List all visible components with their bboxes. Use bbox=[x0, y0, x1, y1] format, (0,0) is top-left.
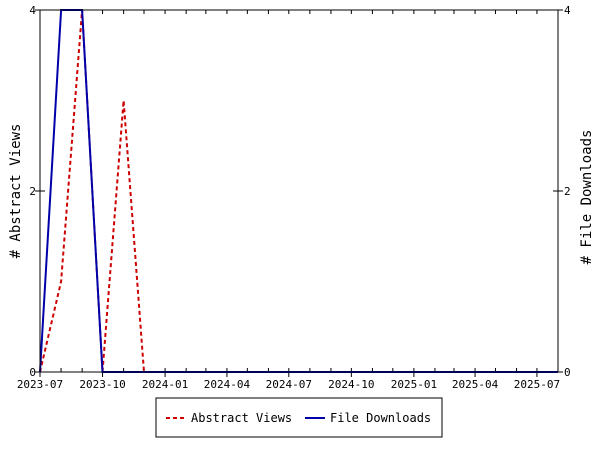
x-tick-label: 2023-07 bbox=[17, 378, 63, 391]
y-left-axis-title: # Abstract Views bbox=[8, 124, 24, 259]
y-right-axis-title: # File Downloads bbox=[579, 130, 595, 265]
series-lines bbox=[39, 9, 558, 373]
plot-area-frame bbox=[39, 9, 559, 373]
tick-labels: 2023-07 2023-10 2024-01 2024-04 2024-07 2024-… bbox=[17, 4, 571, 391]
x-tick-label: 2025-04 bbox=[452, 378, 499, 391]
tick-marks bbox=[35, 9, 563, 377]
x-tick-label: 2025-07 bbox=[514, 378, 560, 391]
x-tick-label: 2025-01 bbox=[391, 378, 437, 391]
x-tick-label: 2024-10 bbox=[328, 378, 374, 391]
y-left-tick-label: 2 bbox=[29, 185, 36, 198]
series-line-file-downloads bbox=[39, 9, 558, 373]
legend-box bbox=[155, 397, 443, 438]
x-tick-label: 2024-01 bbox=[142, 378, 188, 391]
series-line-abstract-views bbox=[39, 9, 558, 373]
y-left-tick-label: 0 bbox=[29, 366, 36, 379]
legend-label-abstract-views: Abstract Views bbox=[191, 411, 292, 425]
x-tick-label: 2024-04 bbox=[204, 378, 251, 391]
legend: Abstract Views File Downloads bbox=[155, 397, 443, 438]
y-right-tick-label: 2 bbox=[564, 185, 571, 198]
legend-label-file-downloads: File Downloads bbox=[330, 411, 431, 425]
y-right-tick-label: 4 bbox=[564, 4, 571, 17]
x-tick-label: 2024-07 bbox=[266, 378, 312, 391]
x-tick-label: 2023-10 bbox=[79, 378, 125, 391]
y-right-tick-label: 0 bbox=[564, 366, 571, 379]
y-left-tick-label: 4 bbox=[29, 4, 36, 17]
